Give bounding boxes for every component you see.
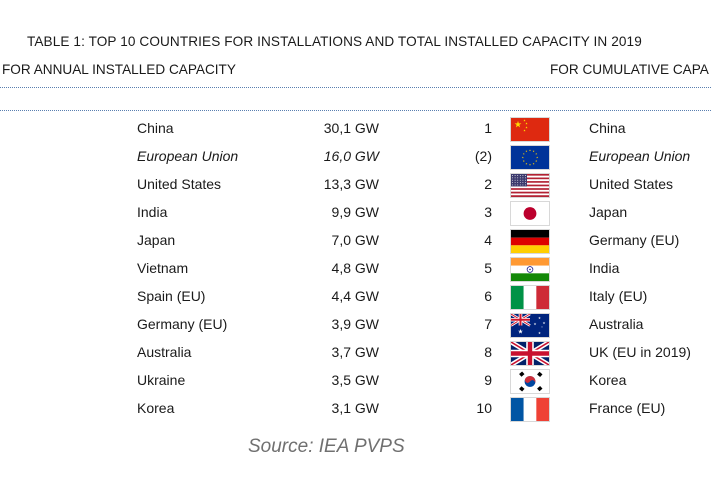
annual-capacity-value: 7,0 GW (331, 232, 379, 248)
table-title: TABLE 1: TOP 10 COUNTRIES FOR INSTALLATI… (27, 34, 642, 49)
annual-capacity-header: FOR ANNUAL INSTALLED CAPACITY (2, 62, 236, 77)
cumulative-country: UK (EU in 2019) (589, 344, 691, 360)
annual-capacity-value: 16,0 GW (323, 148, 379, 164)
china-flag-icon (511, 118, 549, 141)
table-row: Vietnam 4,8 GW 5 India (0, 255, 711, 283)
annual-country: Germany (EU) (137, 316, 228, 332)
annual-capacity-value: 3,7 GW (331, 344, 379, 360)
usa-flag-icon (511, 174, 549, 197)
uk-flag-icon (511, 342, 549, 365)
table-row: Ukraine 3,5 GW 9 Korea (0, 367, 711, 395)
rank-number: 4 (484, 232, 492, 248)
cumulative-country: Italy (EU) (589, 288, 648, 304)
annual-capacity-value: 3,1 GW (331, 400, 379, 416)
annual-capacity-value: 3,9 GW (331, 316, 379, 332)
korea-flag-icon (511, 370, 549, 393)
header-divider (0, 110, 711, 111)
australia-flag-icon (511, 314, 549, 337)
header-divider (0, 87, 711, 88)
table-row: European Union 16,0 GW (2) European Union (0, 143, 711, 171)
eu-flag-icon (511, 146, 549, 169)
table-row: Australia 3,7 GW 8 UK (EU in 2019) (0, 339, 711, 367)
annual-capacity-value: 9,9 GW (331, 204, 379, 220)
germany-flag-icon (511, 230, 549, 253)
annual-country: India (137, 204, 168, 220)
source-caption: Source: IEA PVPS (248, 436, 405, 457)
india-flag-icon (511, 258, 549, 281)
italy-flag-icon (511, 286, 549, 309)
annual-capacity-value: 13,3 GW (323, 176, 379, 192)
cumulative-country: United States (589, 176, 674, 192)
cumulative-country: China (589, 120, 626, 136)
table-row: Korea 3,1 GW 10 France (EU) (0, 395, 711, 423)
japan-flag-icon (511, 202, 549, 225)
annual-country: Japan (137, 232, 176, 248)
rank-number: 8 (484, 344, 492, 360)
annual-capacity-value: 3,5 GW (331, 372, 379, 388)
annual-capacity-value: 4,4 GW (331, 288, 379, 304)
annual-country: Ukraine (137, 372, 186, 388)
annual-capacity-value: 30,1 GW (323, 120, 379, 136)
rank-number: 7 (484, 316, 492, 332)
rank-number: 6 (484, 288, 492, 304)
cumulative-country: India (589, 260, 620, 276)
annual-country: Vietnam (137, 260, 189, 276)
rank-number: 1 (484, 120, 492, 136)
cumulative-country: European Union (589, 148, 691, 164)
cumulative-country: France (EU) (589, 400, 666, 416)
france-flag-icon (511, 398, 549, 421)
rank-number: 5 (484, 260, 492, 276)
cumulative-country: Germany (EU) (589, 232, 680, 248)
rank-number: (2) (474, 148, 492, 164)
cumulative-country: Korea (589, 372, 627, 388)
table-row: Japan 7,0 GW 4 Germany (EU) (0, 227, 711, 255)
rank-number: 3 (484, 204, 492, 220)
annual-capacity-value: 4,8 GW (331, 260, 379, 276)
annual-country: Australia (137, 344, 192, 360)
rank-number: 10 (476, 400, 492, 416)
rank-number: 9 (484, 372, 492, 388)
cumulative-capacity-header: FOR CUMULATIVE CAPA (550, 62, 709, 77)
cumulative-country: Japan (589, 204, 628, 220)
annual-country: European Union (137, 148, 239, 164)
table-row: China 30,1 GW 1 China (0, 115, 711, 143)
annual-country: Korea (137, 400, 175, 416)
annual-country: Spain (EU) (137, 288, 206, 304)
table-row: Germany (EU) 3,9 GW 7 Australia (0, 311, 711, 339)
table-row: United States 13,3 GW 2 United States (0, 171, 711, 199)
annual-country: United States (137, 176, 222, 192)
cumulative-country: Australia (589, 316, 644, 332)
table-row: India 9,9 GW 3 Japan (0, 199, 711, 227)
rank-number: 2 (484, 176, 492, 192)
annual-country: China (137, 120, 174, 136)
table-row: Spain (EU) 4,4 GW 6 Italy (EU) (0, 283, 711, 311)
